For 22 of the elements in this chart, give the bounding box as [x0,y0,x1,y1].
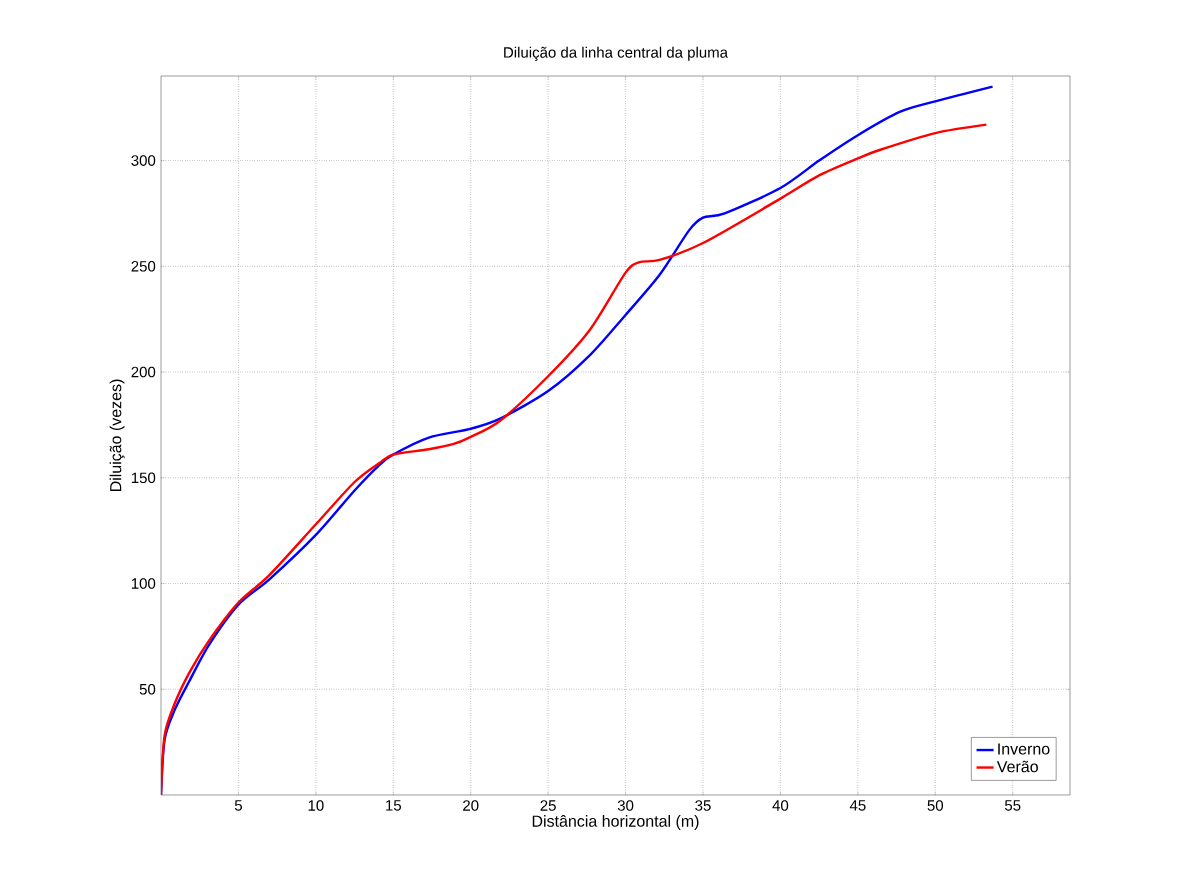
y-tick-label: 200 [131,366,156,378]
x-tick-label: 20 [463,800,479,811]
x-tick-label: 5 [234,800,242,811]
x-tick-label: 10 [308,800,324,811]
y-axis-title: Diluição (vezes) [109,379,125,492]
x-tick-label: 55 [1004,800,1021,811]
x-tick-label: 30 [617,800,634,811]
y-tick-label: 150 [131,472,156,484]
legend-label: Inverno [998,743,1050,755]
x-tick-label: 35 [695,800,711,811]
x-tick-label: 50 [927,800,944,811]
y-tick-label: 250 [131,261,156,272]
x-tick-label: 45 [849,800,866,811]
y-tick-label: 300 [131,155,156,166]
y-tick-label: 50 [139,683,156,695]
chart-title: Diluição da linha central da pluma [504,46,729,61]
x-tick-label: 25 [540,800,556,811]
x-tick-label: 40 [772,800,789,811]
x-axis-title: Distância horizontal (m) [532,815,699,830]
y-tick-label: 100 [131,578,156,589]
x-tick-label: 15 [386,800,401,811]
legend-label: Verão [996,760,1038,773]
